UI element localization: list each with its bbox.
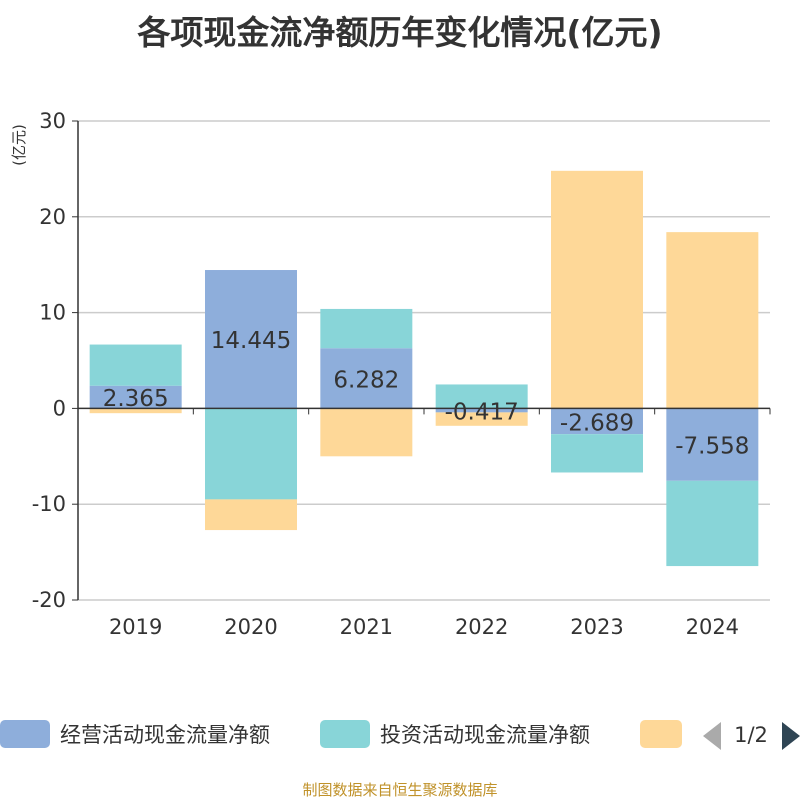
bar-3-2024 bbox=[666, 232, 759, 409]
bar-3-2021 bbox=[320, 408, 413, 457]
y-tick-label: 0 bbox=[53, 396, 66, 420]
legend: 经营活动现金流量净额 投资活动现金流量净额 1/2 bbox=[0, 720, 800, 750]
bar-2-2021 bbox=[320, 308, 413, 349]
x-tick-label: 2019 bbox=[109, 615, 162, 639]
data-label: -7.558 bbox=[675, 434, 749, 460]
y-tick-label: 10 bbox=[39, 301, 66, 325]
bar-1-2023 bbox=[551, 408, 643, 435]
bar-2-2022 bbox=[435, 384, 528, 409]
triangle-left-icon[interactable] bbox=[703, 722, 721, 750]
chart-title: 各项现金流净额历年变化情况(亿元) bbox=[137, 13, 663, 52]
x-tick-label: 2024 bbox=[686, 615, 739, 639]
x-tick-label: 2020 bbox=[224, 615, 277, 639]
y-tick-label: 20 bbox=[39, 205, 66, 229]
data-labels: 2.365 14.445 6.282 -0.417 -2.689 -7.558 bbox=[103, 328, 750, 459]
triangle-right-icon[interactable] bbox=[782, 722, 800, 750]
bar-2-2020 bbox=[205, 408, 297, 500]
data-label: -0.417 bbox=[445, 399, 519, 425]
legend-swatch-3[interactable] bbox=[640, 720, 682, 748]
legend-label[interactable]: 投资活动现金流量净额 bbox=[380, 723, 590, 747]
x-tick-label: 2021 bbox=[340, 615, 393, 639]
data-label: -2.689 bbox=[560, 410, 634, 436]
legend-swatch-1[interactable] bbox=[0, 720, 50, 748]
bar-1-2021 bbox=[320, 348, 413, 409]
bar-1-2019 bbox=[89, 385, 182, 409]
y-tick-label: -10 bbox=[32, 492, 66, 516]
y-axis-unit: (亿元) bbox=[10, 124, 28, 166]
x-tick-label: 2023 bbox=[570, 615, 623, 639]
bars bbox=[89, 170, 759, 567]
bar-3-2022 bbox=[435, 412, 528, 426]
bar-1-2022 bbox=[435, 408, 528, 413]
bar-2-2023 bbox=[551, 434, 643, 473]
bar-2-2019 bbox=[89, 344, 182, 386]
source-footer: 制图数据来自恒生聚源数据库 bbox=[302, 781, 498, 799]
y-tick-label: -20 bbox=[32, 588, 66, 612]
bar-1-2024 bbox=[666, 408, 759, 481]
legend-page-indicator: 1/2 bbox=[734, 723, 768, 747]
y-tick-label: 30 bbox=[39, 109, 66, 133]
bar-1-2020 bbox=[205, 270, 297, 409]
legend-swatch-2[interactable] bbox=[320, 720, 370, 748]
data-label: 2.365 bbox=[103, 386, 169, 412]
bar-3-2019 bbox=[89, 408, 182, 414]
x-tick-label: 2022 bbox=[455, 615, 508, 639]
bar-3-2023 bbox=[551, 170, 643, 409]
grid-lines bbox=[78, 120, 770, 601]
data-label: 14.445 bbox=[211, 328, 291, 354]
data-label: 6.282 bbox=[333, 367, 399, 393]
legend-label[interactable]: 经营活动现金流量净额 bbox=[60, 723, 270, 747]
bar-3-2020 bbox=[205, 499, 297, 531]
axes: -20 -10 0 10 20 30 2019 2020 2021 2022 2023 2024 bbox=[32, 109, 771, 639]
bar-2-2024 bbox=[666, 480, 759, 567]
